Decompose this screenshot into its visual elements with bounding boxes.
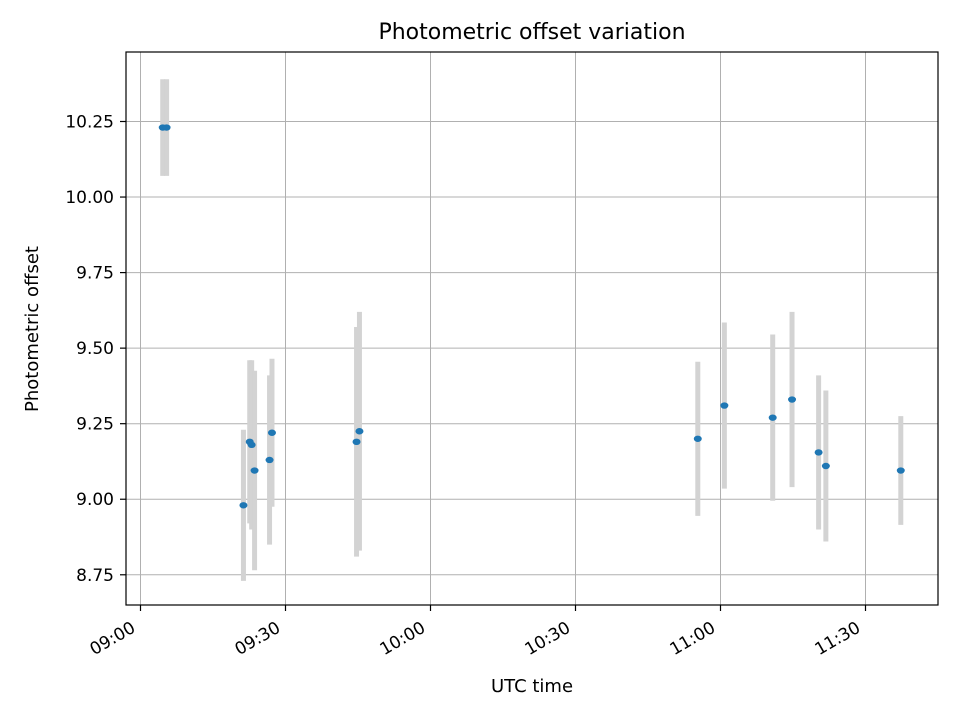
data-point [267, 429, 276, 436]
y-tick-label: 9.25 [76, 415, 114, 435]
gridlines [126, 52, 938, 605]
plot-frame [125, 51, 939, 606]
data-point [768, 414, 777, 421]
data-point [250, 467, 259, 474]
y-tick-label: 8.75 [76, 566, 114, 586]
chart-title: Photometric offset variation [378, 20, 685, 45]
data-point [720, 402, 729, 409]
data-point [788, 396, 797, 403]
data-point [896, 467, 905, 474]
plot-area [126, 52, 938, 605]
data-point [239, 502, 248, 509]
y-tick-label: 9.50 [76, 339, 114, 359]
data-point [814, 449, 823, 456]
data-point [355, 428, 364, 435]
data-point [162, 124, 171, 131]
y-axis-label: Photometric offset [22, 246, 43, 412]
data-points [158, 124, 905, 509]
y-tick-label: 9.75 [76, 264, 114, 284]
y-tick-label: 10.25 [65, 113, 114, 133]
y-axis-ticks: 8.75 9.00 9.25 9.50 9.75 10.00 10.25 [65, 113, 126, 586]
data-point [352, 438, 361, 446]
data-point [265, 456, 274, 464]
x-axis-label: UTC time [491, 676, 573, 697]
data-point [821, 462, 830, 470]
data-point [693, 435, 702, 442]
y-tick-label: 10.00 [65, 188, 114, 208]
data-point [247, 441, 256, 449]
y-tick-label: 9.00 [76, 490, 114, 510]
